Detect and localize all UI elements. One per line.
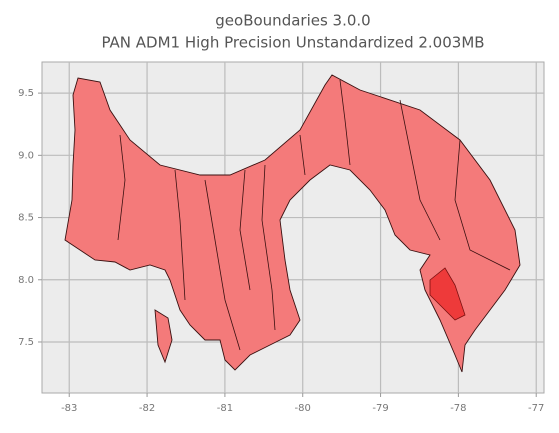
y-tick-label: 8.0 bbox=[18, 275, 34, 286]
y-tick-label: 7.5 bbox=[18, 337, 34, 348]
x-tick-label: -83 bbox=[61, 403, 77, 414]
y-tick-label: 8.5 bbox=[18, 213, 34, 224]
x-tick-label: -77 bbox=[528, 403, 544, 414]
x-tick-label: -78 bbox=[450, 403, 466, 414]
chart-subtitle: PAN ADM1 High Precision Unstandardized 2… bbox=[101, 34, 484, 52]
x-tick-label: -79 bbox=[372, 403, 388, 414]
country-map bbox=[64, 74, 521, 373]
y-tick-label: 9.5 bbox=[18, 88, 34, 99]
x-tick-label: -81 bbox=[217, 403, 233, 414]
highlight-region bbox=[429, 267, 466, 321]
admin-borders bbox=[117, 79, 511, 351]
chart-title: geoBoundaries 3.0.0 bbox=[215, 12, 370, 30]
x-tick-label: -82 bbox=[139, 403, 155, 414]
x-tick-label: -80 bbox=[295, 403, 311, 414]
y-tick-label: 9.0 bbox=[18, 150, 34, 161]
